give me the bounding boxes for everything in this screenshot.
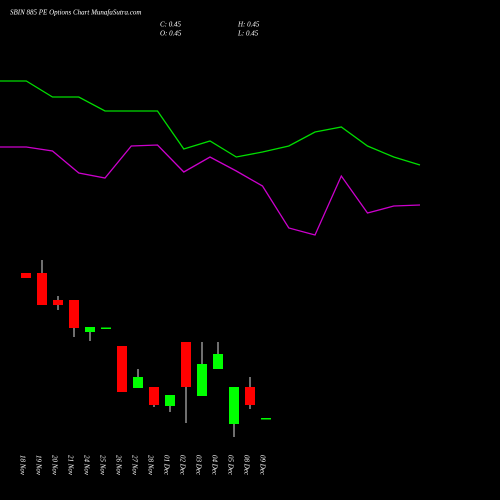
x-tick-label: 26 Nov xyxy=(114,455,122,476)
x-tick-label: 01 Dec xyxy=(162,455,170,476)
candle-body xyxy=(101,327,111,329)
candle-body xyxy=(21,273,31,278)
x-tick-label: 05 Dec xyxy=(226,455,234,476)
x-tick-label: 04 Dec xyxy=(210,455,218,476)
x-tick-label: 20 Nov xyxy=(50,455,58,476)
x-tick-label: 02 Dec xyxy=(178,455,186,476)
candle-body xyxy=(37,273,47,305)
candle-body xyxy=(53,300,63,305)
candle-body xyxy=(229,387,239,424)
candle-body xyxy=(149,387,159,405)
info-label: C: 0.45 xyxy=(160,21,182,29)
x-tick-label: 09 Dec xyxy=(258,455,266,476)
candle-body xyxy=(181,342,191,387)
x-tick-label: 08 Dec xyxy=(242,455,250,476)
x-tick-label: 28 Nov xyxy=(146,455,154,476)
candle-body xyxy=(213,354,223,369)
candle-body xyxy=(261,418,271,420)
candle-body xyxy=(133,377,143,388)
candle-body xyxy=(85,327,95,332)
x-tick-label: 27 Nov xyxy=(130,455,138,476)
x-tick-label: 18 Nov xyxy=(18,455,26,476)
x-tick-label: 21 Nov xyxy=(66,455,74,476)
x-tick-label: 03 Dec xyxy=(194,455,202,476)
candle-body xyxy=(69,300,79,328)
candle-body xyxy=(245,387,255,405)
candle-body xyxy=(117,346,127,392)
info-label: O: 0.45 xyxy=(160,30,182,38)
line-series xyxy=(0,80,421,166)
x-tick-label: 24 Nov xyxy=(82,455,90,476)
chart-title: SBIN 885 PE Options Chart MunafaSutra.co… xyxy=(10,9,141,17)
candle-body xyxy=(165,395,175,406)
info-label: H: 0.45 xyxy=(237,21,260,29)
x-tick-label: 25 Nov xyxy=(98,455,106,476)
candle-body xyxy=(197,364,207,396)
info-label: L: 0.45 xyxy=(237,30,259,38)
x-tick-label: 19 Nov xyxy=(34,455,42,476)
line-series xyxy=(0,144,421,236)
